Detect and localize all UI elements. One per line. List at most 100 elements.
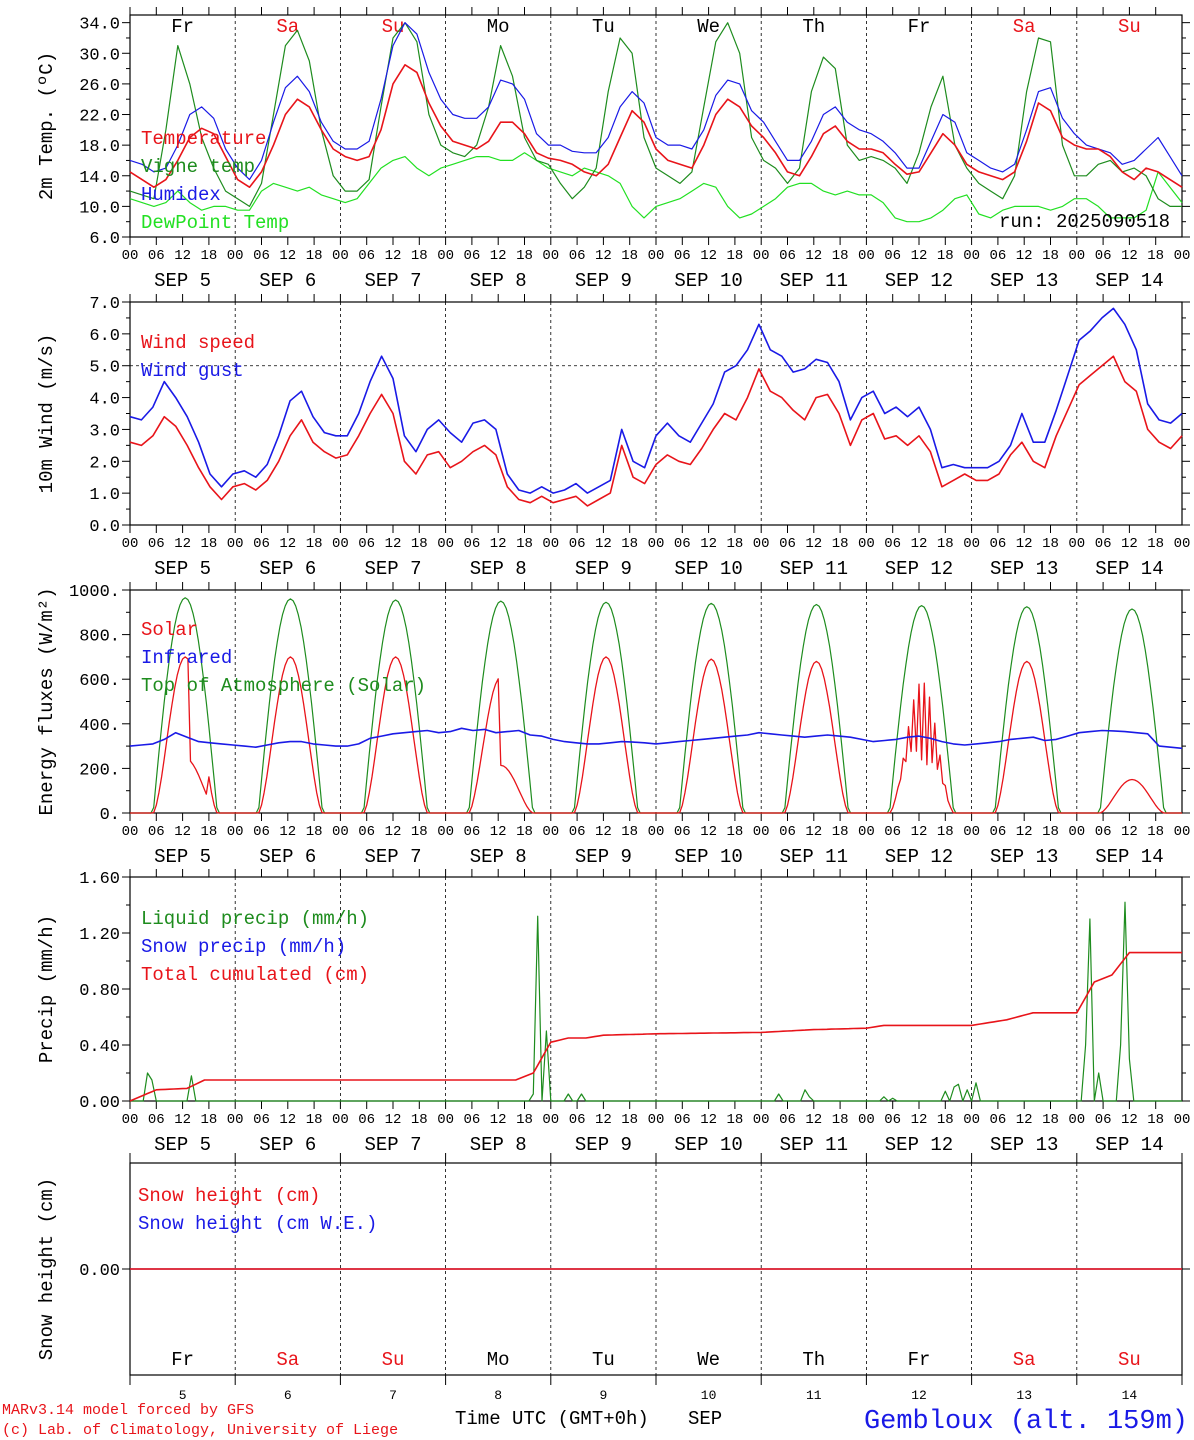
date-label: SEP 8 [470,270,527,292]
hour-tick-label: 18 [1147,536,1164,552]
hour-tick-label: 06 [884,1112,901,1128]
legend: Snow height (cm) Snow height (cm W.E.) [138,1185,377,1235]
date-label: SEP 7 [364,1134,421,1156]
hour-tick-label: 12 [385,824,402,840]
hour-tick-label: 12 [174,536,191,552]
date-label: SEP 10 [674,846,742,868]
hour-tick-label: 06 [253,824,270,840]
hour-tick-label: 12 [490,824,507,840]
date-label: SEP 13 [990,1134,1058,1156]
date-label: SEP 9 [575,846,632,868]
hour-tick-label: 06 [569,1112,586,1128]
date-label: SEP 14 [1095,1134,1163,1156]
series-group [129,22,1183,223]
hour-tick-label: 18 [937,248,954,264]
hour-tick-label: 12 [1121,1112,1138,1128]
y-tick-label: 0.80 [79,982,120,1001]
series-group [129,597,1183,814]
hour-tick-label: 18 [200,824,217,840]
hour-tick-label: 06 [989,1112,1006,1128]
hour-tick-label: 00 [1068,248,1085,264]
hour-tick-label: 18 [411,1112,428,1128]
y-tick-label: 0.00 [79,1262,120,1281]
hour-tick-label: 06 [358,824,375,840]
hour-tick-label: 12 [385,536,402,552]
hour-tick-label: 12 [279,1112,296,1128]
date-label: SEP 5 [154,270,211,292]
hour-tick-label: 00 [227,1112,244,1128]
date-number-label: 8 [494,1388,502,1403]
hour-tick-label: 12 [1121,536,1138,552]
hour-tick-label: 18 [1147,248,1164,264]
hour-tick-label: 00 [648,536,665,552]
date-label: SEP 13 [990,270,1058,292]
x-axis-month: SEP [688,1408,722,1430]
y-tick-label: 26.0 [79,77,120,96]
hour-tick-label: 00 [227,248,244,264]
hour-tick-label: 12 [595,536,612,552]
hour-tick-label: 06 [253,248,270,264]
date-number-label: 10 [701,1388,717,1403]
hour-tick-label: 12 [490,1112,507,1128]
hour-tick-label: 00 [648,248,665,264]
panels: 6.0 10.0 14.0 18.0 22.0 26.0 30.0 34.0 2m Temp. … [36,7,1190,1403]
hour-tick-label: 06 [1095,248,1112,264]
hour-tick-label: 00 [542,824,559,840]
hour-tick-label: 06 [779,1112,796,1128]
hour-tick-label: 06 [463,824,480,840]
hour-tick-label: 00 [1068,1112,1085,1128]
date-number-label: 14 [1122,1388,1138,1403]
hour-tick-label: 12 [805,1112,822,1128]
day-name-label: Th [802,1349,825,1371]
hour-tick-label: 12 [490,248,507,264]
hour-tick-label: 00 [1068,824,1085,840]
hour-tick-label: 12 [1121,248,1138,264]
hour-tick-label: 12 [805,248,822,264]
series-temperature [129,64,1183,188]
hour-tick-label: 00 [332,248,349,264]
hour-tick-label: 06 [463,1112,480,1128]
hour-tick-label: 18 [726,536,743,552]
hour-tick-label: 18 [1042,248,1059,264]
hour-tick-label: 06 [148,824,165,840]
y-tick-label: 0.0 [89,518,120,537]
legend: Liquid precip (mm/h) Snow precip (mm/h) To… [141,908,369,986]
hour-tick-label: 18 [1042,1112,1059,1128]
hour-tick-label: 12 [911,536,928,552]
legend-entry: Liquid precip (mm/h) [141,908,369,930]
day-name-label: Fr [908,1349,931,1371]
day-name-label: Tu [592,1349,615,1371]
hour-tick-label: 18 [832,248,849,264]
hour-tick-label: 06 [674,536,691,552]
panel-frame [129,589,1183,814]
series-wind-gust [129,307,1183,494]
y-tick-label: 14.0 [79,169,120,188]
date-label: SEP 5 [154,846,211,868]
date-label: SEP 6 [259,1134,316,1156]
day-name-label: Su [382,16,405,38]
date-label: SEP 6 [259,270,316,292]
hour-tick-label: 12 [911,824,928,840]
hour-tick-label: 18 [200,248,217,264]
hour-tick-label: 00 [332,536,349,552]
hour-tick-label: 12 [279,536,296,552]
legend: Wind speed Wind gust [141,332,255,382]
hour-tick-label: 06 [148,1112,165,1128]
hour-tick-label: 06 [358,248,375,264]
hour-tick-label: 12 [279,824,296,840]
hour-tick-label: 12 [805,824,822,840]
run-label: run: 2025090518 [999,211,1170,233]
hour-tick-label: 00 [963,1112,980,1128]
date-label: SEP 9 [575,1134,632,1156]
hour-tick-label: 00 [963,248,980,264]
credit-line-2: (c) Lab. of Climatology, University of L… [2,1422,398,1439]
hour-tick-label: 12 [595,1112,612,1128]
hour-tick-label: 12 [174,824,191,840]
y-tick-label: 0.40 [79,1038,120,1057]
y-tick-label: 0.00 [79,1094,120,1113]
day-name-label: Fr [908,16,931,38]
hour-tick-label: 12 [911,1112,928,1128]
hour-tick-label: 18 [937,536,954,552]
y-tick-label: 1000. [69,583,120,602]
hour-tick-label: 18 [516,1112,533,1128]
